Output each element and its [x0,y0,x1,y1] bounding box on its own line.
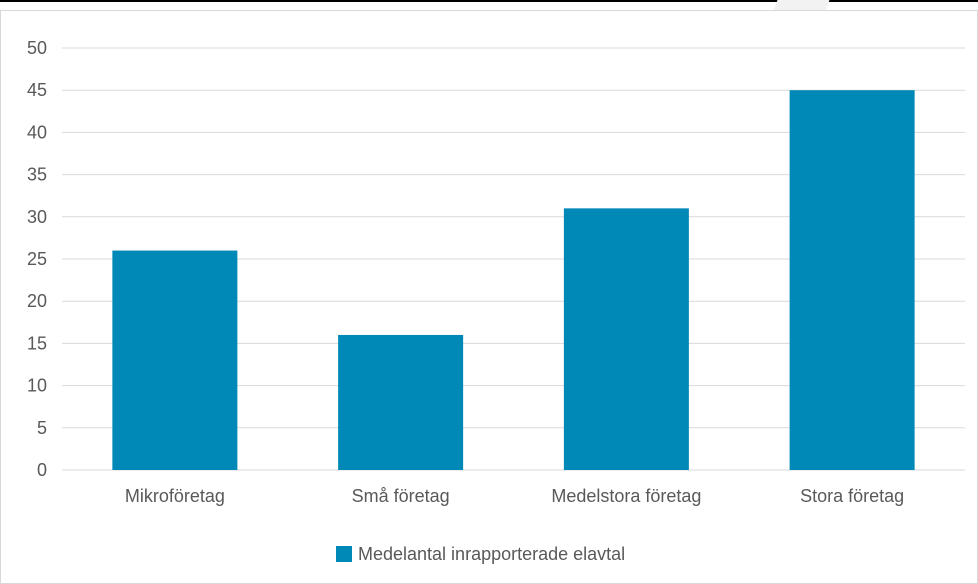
bar [563,208,689,471]
bar [338,334,464,470]
legend: Medelantal inrapporterade elavtal [336,542,625,566]
x-tick-label: Medelstora företag [551,486,701,506]
y-tick-label: 20 [27,291,47,311]
y-tick-label: 15 [27,333,47,353]
y-tick-label: 45 [27,80,47,100]
y-tick-label: 40 [27,122,47,142]
legend-swatch [336,546,352,562]
y-tick-label: 0 [37,460,47,480]
x-tick-label: Stora företag [800,486,904,506]
legend-label: Medelantal inrapporterade elavtal [358,543,626,564]
x-tick-label: Små företag [352,486,450,506]
y-tick-label: 25 [27,249,47,269]
y-tick-label: 5 [37,418,47,438]
y-tick-label: 50 [27,38,47,58]
x-tick-label: Mikroföretag [125,486,225,506]
y-tick-label: 10 [27,376,47,396]
y-tick-label: 30 [27,207,47,227]
top-rule [0,0,978,2]
y-tick-label: 35 [27,165,47,185]
bar [112,250,238,470]
bar [789,90,915,470]
